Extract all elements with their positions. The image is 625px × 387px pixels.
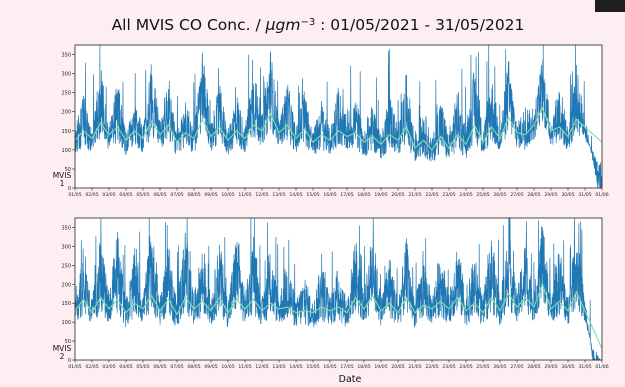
x-tick-label: 22/05: [425, 192, 438, 198]
x-axis-label: Date: [339, 374, 362, 385]
y-tick-label: 300: [61, 244, 71, 250]
x-tick-label: 16/05: [323, 364, 336, 370]
x-tick-label: 30/05: [561, 364, 574, 370]
x-tick-label: 26/05: [493, 192, 506, 198]
x-tick-label: 20/05: [391, 192, 404, 198]
panel-label-line-1: MVIS: [53, 344, 72, 353]
x-tick-label: 24/05: [459, 192, 472, 198]
y-tick-label: 100: [61, 320, 71, 326]
chart-panel-mvis-2: 0 50 100 150 200 250 300 350 01/05 02/05 03/05 04/0…: [53, 217, 609, 370]
series-smoothed-line: [74, 282, 603, 349]
x-tick-label: 21/05: [408, 192, 421, 198]
x-tick-label: 29/05: [544, 192, 557, 198]
y-tick-label: 350: [61, 225, 71, 231]
x-tick-label: 17/05: [340, 364, 353, 370]
x-tick-label: 12/05: [255, 192, 268, 198]
x-tick-label: 17/05: [340, 192, 353, 198]
x-tick-label: 31/05: [578, 192, 591, 198]
x-tick-label: 02/05: [85, 364, 98, 370]
x-tick-label: 04/05: [119, 364, 132, 370]
x-tick-label: 27/05: [510, 364, 523, 370]
y-tick-label: 350: [61, 53, 71, 59]
x-tick-label: 15/05: [306, 192, 319, 198]
x-tick-label: 18/05: [357, 364, 370, 370]
x-tick-label: 13/05: [272, 192, 285, 198]
x-tick-label: 05/05: [136, 364, 149, 370]
x-tick-label: 22/05: [425, 364, 438, 370]
y-tick-label: 150: [61, 129, 71, 135]
panel-label-line-1: MVIS: [53, 171, 72, 180]
x-tick-label: 25/05: [476, 364, 489, 370]
x-tick-label: 19/05: [374, 192, 387, 198]
x-tick-label: 08/05: [187, 192, 200, 198]
series-raw-line: [74, 217, 602, 362]
y-tick-label: 300: [61, 72, 71, 78]
plot-frame: [74, 217, 603, 361]
x-tick-label: 01/05: [68, 364, 81, 370]
y-tick-label: 0: [68, 358, 71, 364]
x-tick-label: 01/06: [595, 364, 608, 370]
x-tick-label: 26/05: [493, 364, 506, 370]
y-tick-label: 250: [61, 91, 71, 97]
y-tick-label: 150: [61, 301, 71, 307]
x-tick-label: 03/05: [102, 364, 115, 370]
y-tick-label: 200: [61, 110, 71, 116]
y-tick-label: 50: [65, 339, 71, 345]
x-tick-label: 20/05: [391, 364, 404, 370]
x-tick-label: 10/05: [221, 192, 234, 198]
y-tick-label: 100: [61, 148, 71, 154]
x-tick-label: 27/05: [510, 192, 523, 198]
x-tick-label: 11/05: [238, 192, 251, 198]
y-tick-label: 200: [61, 282, 71, 288]
x-tick-label: 18/05: [357, 192, 370, 198]
x-tick-label: 31/05: [578, 364, 591, 370]
x-tick-label: 13/05: [272, 364, 285, 370]
x-tick-label: 23/05: [442, 364, 455, 370]
x-tick-label: 12/05: [255, 364, 268, 370]
x-tick-label: 14/05: [289, 364, 302, 370]
x-tick-label: 08/05: [187, 364, 200, 370]
x-tick-label: 15/05: [306, 364, 319, 370]
y-tick-label: 250: [61, 263, 71, 269]
panel-label-line-2: 1: [60, 179, 65, 188]
x-tick-label: 01/05: [68, 192, 81, 198]
x-tick-label: 09/05: [204, 192, 217, 198]
chart-panel-mvis-1: 0 50 100 150 200 250 300 350 01/05 02/05 03/05 04/0…: [53, 44, 609, 198]
x-tick-label: 07/05: [170, 192, 183, 198]
x-tick-label: 05/05: [136, 192, 149, 198]
chart-title: All MVIS CO Conc. / μgm−3 : 01/05/2021 -…: [112, 16, 525, 34]
y-tick-label: 0: [68, 186, 71, 192]
x-tick-label: 23/05: [442, 192, 455, 198]
panel-label-line-2: 2: [60, 352, 65, 361]
x-tick-label: 10/05: [221, 364, 234, 370]
x-tick-label: 02/05: [85, 192, 98, 198]
x-tick-label: 28/05: [527, 364, 540, 370]
x-tick-label: 24/05: [459, 364, 472, 370]
x-tick-label: 25/05: [476, 192, 489, 198]
plot-frame: [74, 44, 603, 189]
x-tick-label: 21/05: [408, 364, 421, 370]
x-tick-label: 03/05: [102, 192, 115, 198]
x-tick-label: 04/05: [119, 192, 132, 198]
x-tick-label: 06/05: [153, 364, 166, 370]
x-tick-label: 01/06: [595, 192, 608, 198]
x-tick-label: 19/05: [374, 364, 387, 370]
y-tick-label: 50: [65, 167, 71, 173]
series-smoothed-line: [74, 106, 603, 151]
window-corner-block: [595, 0, 625, 12]
x-tick-label: 06/05: [153, 192, 166, 198]
series-raw-line: [74, 44, 603, 189]
x-tick-label: 28/05: [527, 192, 540, 198]
x-tick-label: 09/05: [204, 364, 217, 370]
x-tick-label: 14/05: [289, 192, 302, 198]
x-tick-label: 16/05: [323, 192, 336, 198]
x-tick-label: 11/05: [238, 364, 251, 370]
x-tick-label: 07/05: [170, 364, 183, 370]
x-tick-label: 29/05: [544, 364, 557, 370]
x-tick-label: 30/05: [561, 192, 574, 198]
